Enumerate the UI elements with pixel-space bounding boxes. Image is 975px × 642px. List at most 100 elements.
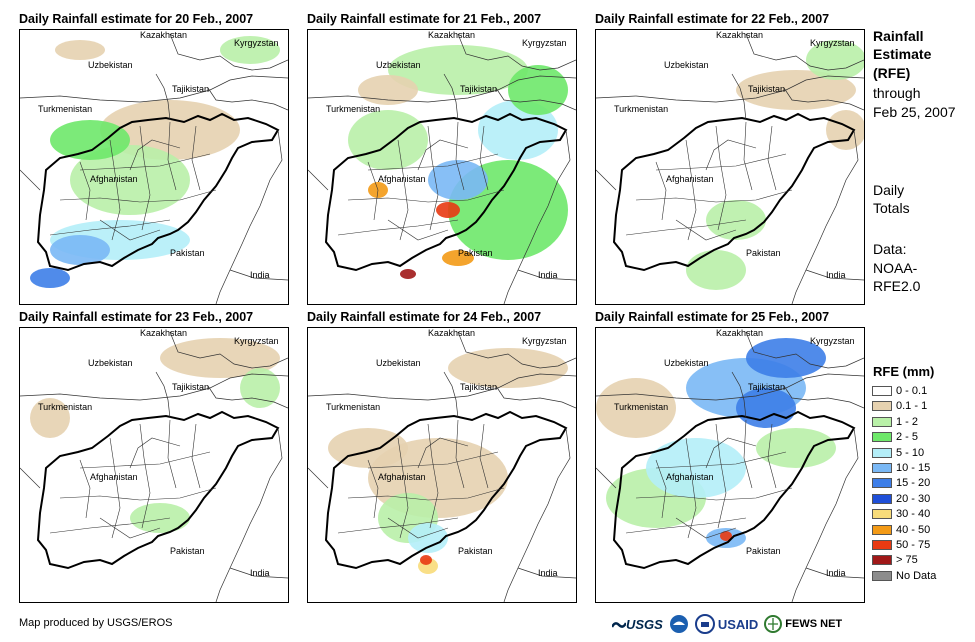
svg-text:Afghanistan: Afghanistan (666, 174, 714, 184)
usgs-text: USGS (626, 616, 663, 632)
svg-text:Pakistan: Pakistan (746, 546, 781, 556)
rainfall-map: Kazakhstan Kyrgyzstan Uzbekistan Tajikistan… (307, 327, 577, 603)
svg-text:Uzbekistan: Uzbekistan (88, 60, 133, 70)
legend-label: 40 - 50 (896, 523, 931, 536)
svg-text:Kyrgyzstan: Kyrgyzstan (522, 38, 567, 48)
svg-text:Tajikistan: Tajikistan (172, 382, 209, 392)
legend-swatch (872, 539, 892, 550)
svg-text:Pakistan: Pakistan (458, 546, 493, 556)
rainfall-map: Kazakhstan Kyrgyzstan Uzbekistan Tajikistan… (595, 29, 865, 305)
svg-text:Uzbekistan: Uzbekistan (88, 358, 133, 368)
svg-text:Pakistan: Pakistan (458, 248, 493, 258)
legend-label: 1 - 2 (896, 415, 919, 428)
side-totals: Totals (873, 200, 910, 216)
map-svg: Kazakhstan Kyrgyzstan Uzbekistan Tajikistan… (308, 328, 576, 602)
svg-text:Pakistan: Pakistan (746, 248, 781, 258)
usaid-text: USAID (718, 617, 758, 632)
svg-text:Afghanistan: Afghanistan (378, 472, 426, 482)
legend-label: 15 - 20 (896, 477, 931, 490)
legend-label: 50 - 75 (896, 538, 931, 551)
svg-text:India: India (826, 568, 846, 578)
svg-text:India: India (826, 270, 846, 280)
map-svg: Kazakhstan Kyrgyzstan Uzbekistan Tajikistan… (596, 30, 864, 304)
side-title-line3: (RFE) (873, 65, 911, 81)
legend-swatch (872, 447, 892, 458)
svg-text:Uzbekistan: Uzbekistan (664, 358, 709, 368)
svg-text:Uzbekistan: Uzbekistan (376, 358, 421, 368)
noaa-seal-icon (669, 615, 688, 633)
side-source2: RFE2.0 (873, 278, 921, 294)
svg-text:Kazakhstan: Kazakhstan (716, 30, 763, 40)
svg-text:Turkmenistan: Turkmenistan (614, 104, 668, 114)
rainfall-map: Kazakhstan Kyrgyzstan Uzbekistan Tajikistan… (307, 29, 577, 305)
map-svg: Kazakhstan Kyrgyzstan Uzbekistan Tajikistan… (596, 328, 864, 602)
svg-text:Kyrgyzstan: Kyrgyzstan (810, 38, 855, 48)
svg-text:Turkmenistan: Turkmenistan (326, 402, 380, 412)
usgs-logo: USGS (612, 617, 663, 632)
legend-swatch (872, 432, 892, 443)
svg-text:India: India (538, 568, 558, 578)
legend-swatch (872, 493, 892, 504)
fewsnet-logo: FEWS NET (764, 615, 842, 633)
panel-title: Daily Rainfall estimate for 23 Feb., 200… (19, 310, 254, 324)
svg-text:Afghanistan: Afghanistan (666, 472, 714, 482)
legend-swatch (872, 509, 892, 520)
svg-text:India: India (538, 270, 558, 280)
fewsnet-globe-icon (764, 615, 783, 633)
legend-swatch (872, 401, 892, 412)
svg-text:Afghanistan: Afghanistan (90, 174, 138, 184)
panel-title: Daily Rainfall estimate for 20 Feb., 200… (19, 12, 254, 26)
svg-text:Afghanistan: Afghanistan (378, 174, 426, 184)
agency-logos: USGS USAID FEWS NET (612, 612, 842, 636)
legend-label: 20 - 30 (896, 492, 931, 505)
noaa-logo (669, 614, 689, 634)
svg-text:Kyrgyzstan: Kyrgyzstan (234, 38, 279, 48)
svg-text:India: India (250, 568, 270, 578)
legend-swatch (872, 555, 892, 566)
svg-text:Pakistan: Pakistan (170, 546, 205, 556)
svg-text:Kyrgyzstan: Kyrgyzstan (810, 336, 855, 346)
legend-swatch (872, 462, 892, 473)
panel-title: Daily Rainfall estimate for 25 Feb., 200… (595, 310, 830, 324)
legend-label: 10 - 15 (896, 461, 931, 474)
svg-text:Kyrgyzstan: Kyrgyzstan (522, 336, 567, 346)
svg-text:Kazakhstan: Kazakhstan (716, 328, 763, 338)
svg-text:Tajikistan: Tajikistan (460, 382, 497, 392)
rainfall-map: Kazakhstan Kyrgyzstan Uzbekistan Tajikistan… (19, 327, 289, 603)
legend-swatch (872, 570, 892, 581)
panel-title: Daily Rainfall estimate for 22 Feb., 200… (595, 12, 830, 26)
svg-text:Pakistan: Pakistan (170, 248, 205, 258)
legend-title: RFE (mm) (873, 364, 935, 379)
svg-text:India: India (250, 270, 270, 280)
usaid-word: USAID (717, 616, 759, 632)
side-source1: NOAA- (873, 260, 918, 276)
svg-text:Kazakhstan: Kazakhstan (428, 30, 475, 40)
side-daily: Daily (873, 182, 905, 198)
svg-text:Turkmenistan: Turkmenistan (38, 402, 92, 412)
svg-text:Kyrgyzstan: Kyrgyzstan (234, 336, 279, 346)
rainfall-map: Kazakhstan Kyrgyzstan Uzbekistan Tajikistan… (595, 327, 865, 603)
svg-text:Kazakhstan: Kazakhstan (428, 328, 475, 338)
svg-text:Kazakhstan: Kazakhstan (140, 30, 187, 40)
usgs-wave-icon (612, 622, 626, 628)
legend-label: 0 - 0.1 (896, 385, 928, 397)
legend-label: 5 - 10 (896, 446, 925, 459)
svg-text:Turkmenistan: Turkmenistan (614, 402, 668, 412)
usaid-logo: USAID (694, 614, 758, 634)
legend-swatch (872, 386, 892, 396)
svg-text:Turkmenistan: Turkmenistan (326, 104, 380, 114)
map-svg: Kazakhstan Kyrgyzstan Uzbekistan Tajikistan… (20, 30, 288, 304)
svg-text:Kazakhstan: Kazakhstan (140, 328, 187, 338)
svg-text:Uzbekistan: Uzbekistan (376, 60, 421, 70)
side-title-line1: Rainfall (873, 28, 924, 44)
side-title-line2: Estimate (873, 46, 932, 62)
side-through: through (873, 85, 921, 101)
svg-text:Tajikistan: Tajikistan (172, 84, 209, 94)
legend-label: 0.1 - 1 (896, 400, 928, 413)
side-date: Feb 25, 2007 (873, 104, 956, 120)
legend-label: No Data (896, 569, 937, 582)
svg-text:Afghanistan: Afghanistan (90, 472, 138, 482)
rainfall-map: Kazakhstan Kyrgyzstan Uzbekistan Tajikistan… (19, 29, 289, 305)
svg-text:Tajikistan: Tajikistan (748, 84, 785, 94)
legend-label: 2 - 5 (896, 431, 919, 444)
